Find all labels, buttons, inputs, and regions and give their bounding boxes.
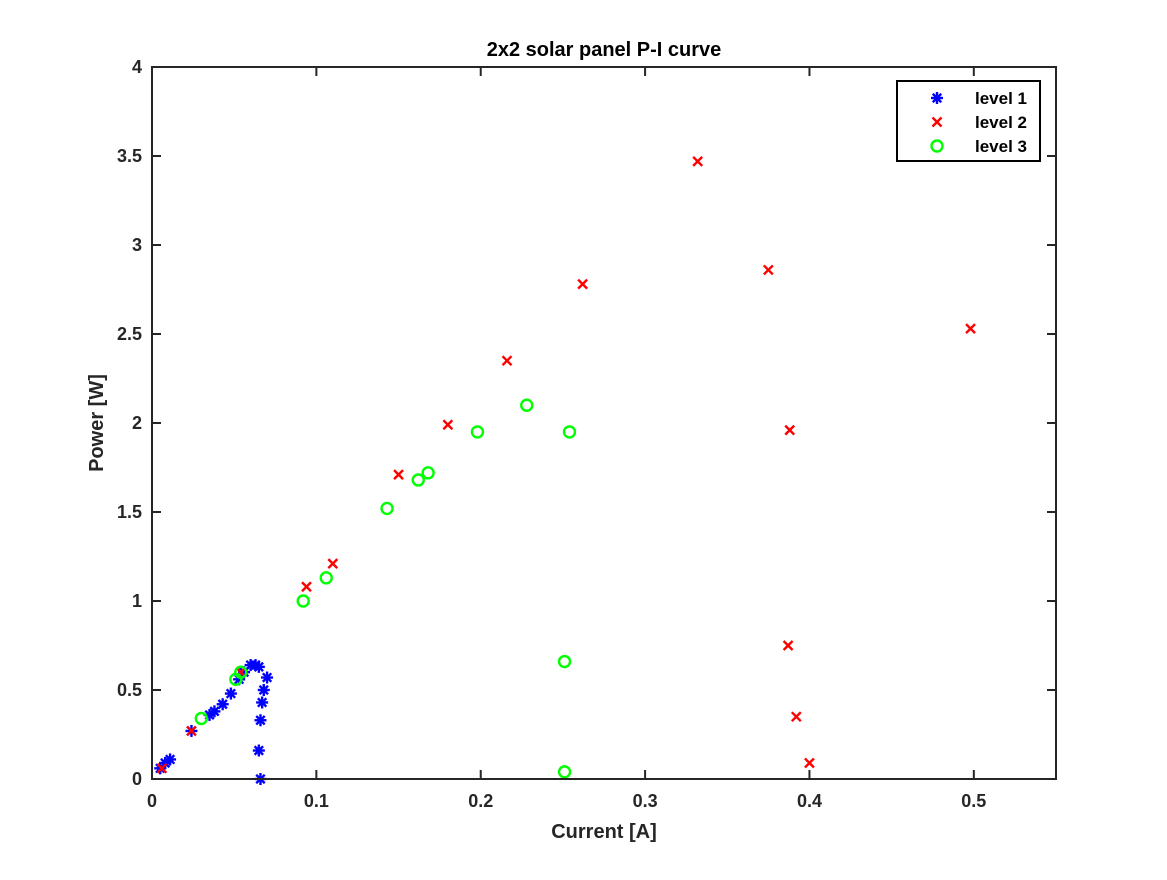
- data-point-level-1: [224, 687, 237, 700]
- data-point-level-1: [254, 714, 267, 727]
- data-point-level-2: [501, 355, 513, 367]
- legend-marker-level-3: [930, 139, 944, 153]
- y-tick-label: 3.5: [117, 146, 142, 166]
- data-point-level-3: [411, 473, 425, 487]
- x-tick-label: 0.5: [961, 791, 986, 811]
- data-point-level-1: [208, 705, 221, 718]
- legend-markers: [930, 92, 944, 153]
- x-tick-label: 0.4: [797, 791, 822, 811]
- data-point-level-3: [470, 425, 485, 439]
- data-point-level-2: [393, 469, 404, 480]
- legend: level 1 level 2 level 3: [896, 80, 1041, 162]
- data-point-level-2: [790, 711, 802, 723]
- legend-box: [896, 80, 1041, 162]
- x-tick-label: 0.3: [633, 791, 658, 811]
- axis-ticks: 0 0.1 0.2 0.3 0.4 0.5 0 0.5 1 1.5 2 2.5 3 3.5 4: [117, 57, 1056, 811]
- data-point-level-3: [234, 665, 248, 679]
- data-point-level-2: [692, 155, 704, 167]
- y-axis-label: Power [W]: [86, 374, 108, 472]
- data-point-level-1: [261, 671, 274, 684]
- data-point-level-3: [421, 466, 435, 480]
- data-point-level-1: [252, 744, 265, 757]
- data-point-level-3: [296, 594, 310, 608]
- chart-title: 2x2 solar panel P-I curve: [487, 39, 722, 61]
- data-point-level-3: [194, 711, 209, 726]
- data-point-level-1: [216, 698, 229, 711]
- legend-marker-level-1: [931, 92, 943, 104]
- data-point-level-2: [763, 264, 774, 276]
- data-point-level-2: [301, 581, 312, 593]
- plot-area: [152, 67, 1056, 779]
- data-point-level-3: [557, 654, 572, 669]
- data-point-level-2: [186, 725, 197, 737]
- data-marks: [154, 155, 976, 785]
- data-point-level-2: [965, 323, 976, 335]
- data-point-level-2: [327, 558, 339, 569]
- y-tick-label: 3: [132, 235, 142, 255]
- data-point-level-3: [562, 425, 577, 439]
- y-tick-label: 0: [132, 769, 142, 789]
- axes-box: [151, 66, 1057, 780]
- data-point-level-2: [782, 640, 794, 651]
- data-point-level-2: [577, 278, 588, 290]
- data-point-level-1: [164, 753, 177, 766]
- data-point-level-2: [442, 419, 454, 431]
- legend-label-level-2: level 2: [975, 113, 1027, 132]
- data-point-level-2: [804, 757, 815, 769]
- data-point-level-3: [380, 501, 394, 516]
- y-tick-label: 0.5: [117, 680, 142, 700]
- legend-marker-level-2: [931, 116, 943, 128]
- legend-label-level-1: level 1: [975, 89, 1027, 108]
- x-tick-label: 0: [147, 791, 157, 811]
- y-tick-label: 1.5: [117, 502, 142, 522]
- data-point-level-3: [520, 398, 534, 412]
- y-tick-label: 4: [132, 57, 142, 77]
- data-point-level-1: [257, 684, 270, 696]
- data-point-level-1: [252, 660, 265, 673]
- y-tick-label: 2.5: [117, 324, 142, 344]
- data-point-level-3: [319, 571, 333, 585]
- data-point-level-1: [256, 696, 269, 709]
- legend-label-level-3: level 3: [975, 137, 1027, 156]
- x-axis-label: Current [A]: [551, 821, 657, 843]
- data-point-level-3: [557, 765, 572, 779]
- x-tick-label: 0.1: [304, 791, 329, 811]
- x-tick-label: 0.2: [468, 791, 493, 811]
- data-point-level-2: [784, 424, 796, 436]
- y-tick-label: 2: [132, 413, 142, 433]
- data-point-level-2: [156, 762, 168, 774]
- y-tick-label: 1: [132, 591, 142, 611]
